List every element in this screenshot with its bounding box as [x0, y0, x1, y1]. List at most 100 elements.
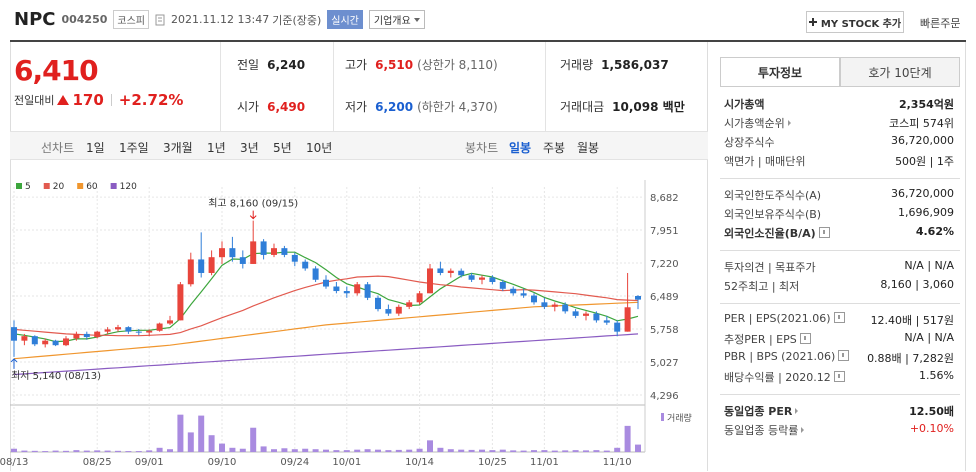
candle-body	[21, 336, 28, 341]
y-tick-label: 8,682	[650, 193, 679, 204]
legend-label: 120	[120, 182, 137, 192]
volume-bar	[603, 450, 610, 452]
candle-body	[343, 291, 350, 294]
arrow-icon	[787, 120, 791, 126]
quote-cell: 전일 6,240	[237, 56, 305, 73]
divider	[333, 42, 334, 131]
period-tab[interactable]: 3개월	[163, 141, 193, 155]
candle-body	[104, 329, 111, 332]
candle-body	[499, 282, 506, 289]
candle-tab[interactable]: 일봉	[509, 141, 532, 155]
help-icon[interactable]	[833, 312, 845, 323]
quick-order[interactable]: 빠른주문	[920, 17, 961, 30]
candle-body	[219, 248, 225, 258]
volume-bar	[187, 432, 194, 452]
volume-bar	[167, 449, 173, 452]
candle-body	[42, 340, 49, 345]
volume-bar	[593, 450, 600, 452]
info-label: 동일업종 PER	[724, 405, 793, 418]
volume-bar	[208, 435, 215, 452]
quote-cell: 저가 6,200 (하한가 4,370)	[345, 98, 498, 115]
volume-bar	[447, 449, 454, 452]
company-info-dropdown[interactable]: 기업개요	[368, 10, 425, 29]
candle-body	[416, 293, 423, 303]
candle-tab[interactable]: 월봉	[577, 141, 600, 155]
help-icon[interactable]	[818, 227, 830, 238]
x-tick-label: 09/24	[280, 457, 309, 468]
legend-label: 5	[25, 182, 31, 192]
candle-body	[427, 268, 433, 294]
main-panel	[10, 42, 708, 471]
x-tick-label: 10/01	[332, 457, 361, 468]
info-value: 12.40배 | 517원	[870, 314, 954, 327]
candle-body	[198, 259, 205, 273]
volume-bar	[146, 450, 153, 452]
volume-bar	[281, 448, 288, 452]
info-panel	[710, 42, 966, 471]
candle-body	[385, 309, 392, 314]
candle-body	[52, 340, 59, 346]
candle-tab[interactable]: 주봉	[543, 141, 566, 155]
candle-body	[125, 327, 132, 332]
volume-bar	[437, 447, 444, 452]
volume-bar	[614, 447, 621, 452]
volume-bar	[104, 450, 111, 452]
candle-body	[291, 254, 298, 262]
info-row: 시가총액순위 코스피 574위	[724, 115, 954, 133]
candle-body	[260, 241, 267, 255]
info-row: 시가총액 2,354억원	[724, 96, 954, 114]
volume-bar	[343, 450, 350, 452]
candle-body	[510, 288, 517, 294]
help-icon[interactable]	[833, 371, 845, 382]
volume-bar	[468, 449, 475, 452]
quote-value: 6,240	[267, 58, 306, 72]
info-label: 투자의견 | 목표주가	[724, 261, 816, 274]
x-tick-label: 10/14	[405, 457, 434, 468]
volume-bar	[135, 451, 142, 452]
info-tab-label: 투자정보	[757, 65, 803, 80]
y-tick-label: 5,758	[650, 325, 679, 336]
info-label: PBR | BPS (2021.06)	[724, 350, 836, 363]
info-row: 투자의견 | 목표주가 N/A | N/A	[724, 259, 954, 277]
x-tick-label: 11/01	[530, 457, 559, 468]
info-row: 동일업종 PER 12.50배	[724, 403, 954, 421]
stock-code: 004250	[61, 13, 108, 26]
candle-body	[468, 275, 475, 280]
candle-body	[63, 338, 69, 346]
help-icon[interactable]	[799, 333, 811, 344]
quote-label: 저가	[345, 100, 368, 114]
y-tick-label: 7,951	[650, 226, 679, 237]
info-row: PER | EPS(2021.06) 12.40배 | 517원	[724, 312, 954, 330]
info-tab[interactable]: 호가 10단계	[840, 57, 960, 87]
realtime-badge[interactable]: 실시간	[327, 10, 363, 29]
help-icon[interactable]	[838, 350, 850, 361]
period-tab[interactable]: 1년	[207, 141, 226, 155]
period-tab[interactable]: 3년	[240, 141, 259, 155]
candle-body	[11, 327, 17, 341]
quote-label: 거래대금	[560, 100, 605, 114]
info-value: 4.62%	[915, 225, 954, 238]
info-row: 외국인보유주식수(B) 1,696,909	[724, 206, 954, 224]
my-stock-button[interactable]: MY STOCK 추가	[806, 11, 904, 33]
y-tick-label: 7,220	[650, 259, 679, 270]
header: NPC 004250 코스피 2021.11.12 13:47 기준(장중) 실…	[14, 9, 425, 30]
period-tab[interactable]: 5년	[273, 141, 292, 155]
my-stock-label: MY STOCK 추가	[820, 18, 902, 30]
candle-body	[31, 336, 38, 345]
candle-body	[271, 248, 277, 255]
volume-bar	[562, 450, 569, 452]
period-tab[interactable]: 10년	[306, 141, 333, 155]
info-tab[interactable]: 투자정보	[720, 57, 840, 87]
quote-cell: 고가 6,510 (상한가 8,110)	[345, 56, 498, 73]
x-tick-label: 10/25	[478, 457, 507, 468]
info-tab-label: 호가 10단계	[868, 65, 932, 80]
period-tab[interactable]: 1일	[86, 141, 105, 155]
candle-body	[531, 295, 537, 303]
candle-body	[281, 248, 288, 255]
info-value: 36,720,000	[891, 134, 954, 147]
period-tab[interactable]: 1주일	[119, 141, 149, 155]
change-label: 전일대비	[14, 94, 55, 107]
volume-bar	[198, 415, 205, 452]
